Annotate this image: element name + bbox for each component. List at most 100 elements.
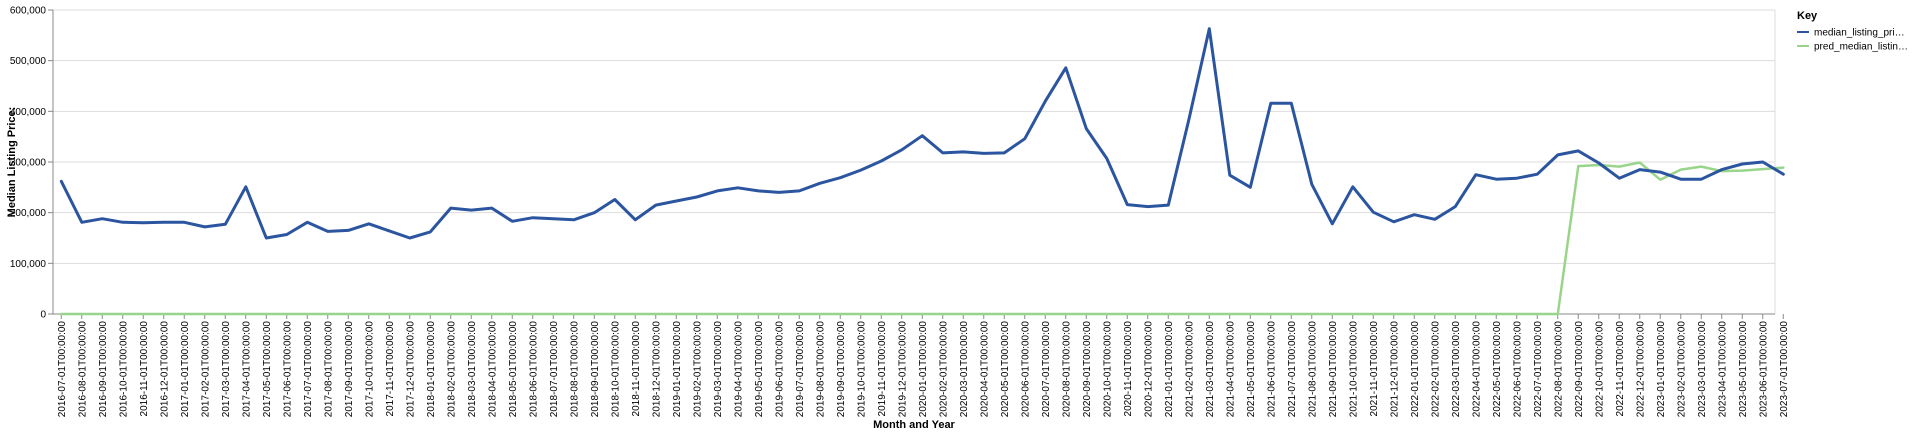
x-tick-label: 2017-08-01T00:00:00 [323, 321, 334, 418]
x-tick-label: 2019-09-01T00:00:00 [836, 321, 847, 418]
x-tick-label: 2021-11-01T00:00:00 [1369, 321, 1380, 417]
x-tick-label: 2016-10-01T00:00:00 [118, 321, 129, 418]
x-tick-label: 2018-06-01T00:00:00 [528, 321, 539, 418]
series-line-pred [60, 161, 1785, 316]
y-axis: 0 100,000 200,000 300,000 400,000 500,000 600,… [10, 6, 54, 321]
x-tick-label: 2019-08-01T00:00:00 [815, 321, 826, 418]
x-tick-label: 2020-02-01T00:00:00 [938, 321, 949, 418]
x-tick-label: 2022-03-01T00:00:00 [1451, 321, 1462, 418]
x-tick-label: 2022-02-01T00:00:00 [1430, 321, 1441, 418]
x-tick-label: 2017-11-01T00:00:00 [385, 321, 396, 417]
x-tick-label: 2023-03-01T00:00:00 [1697, 321, 1708, 418]
series-line-median [59, 27, 1785, 240]
x-tick-label: 2021-05-01T00:00:00 [1246, 321, 1257, 418]
x-tick-label: 2017-09-01T00:00:00 [344, 321, 355, 418]
x-tick-label: 2016-08-01T00:00:00 [77, 321, 88, 418]
x-tick-label: 2020-03-01T00:00:00 [959, 321, 970, 418]
y-tick-label: 400,000 [10, 107, 47, 118]
x-tick-label: 2018-10-01T00:00:00 [610, 321, 621, 418]
legend-label-median: median_listing_pri… [1814, 28, 1905, 39]
x-tick-label: 2020-07-01T00:00:00 [1041, 321, 1052, 418]
gridlines [53, 9, 1776, 315]
x-axis: 2016-07-01T00:00:00 2016-08-01T00:00:00 20… [53, 313, 1790, 418]
x-tick-label: 2022-10-01T00:00:00 [1594, 321, 1605, 418]
y-tick-label: 200,000 [10, 208, 47, 219]
x-tick-label: 2018-03-01T00:00:00 [467, 321, 478, 418]
x-tick-label: 2019-05-01T00:00:00 [754, 321, 765, 418]
x-tick-label: 2022-08-01T00:00:00 [1553, 321, 1564, 418]
x-tick-label: 2019-10-01T00:00:00 [856, 321, 867, 418]
x-tick-label: 2017-03-01T00:00:00 [221, 321, 232, 418]
y-axis-title: Median Listing Price: [6, 107, 18, 218]
x-tick-label: 2018-08-01T00:00:00 [569, 321, 580, 418]
x-tick-label: 2022-07-01T00:00:00 [1533, 321, 1544, 418]
x-tick-label: 2021-06-01T00:00:00 [1266, 321, 1277, 418]
x-tick-label: 2020-09-01T00:00:00 [1082, 321, 1093, 418]
x-tick-label: 2018-04-01T00:00:00 [487, 321, 498, 418]
x-tick-label: 2022-05-01T00:00:00 [1492, 321, 1503, 418]
x-tick-label: 2022-11-01T00:00:00 [1615, 321, 1626, 417]
x-tick-label: 2017-01-01T00:00:00 [180, 321, 191, 418]
x-tick-label: 2017-12-01T00:00:00 [405, 321, 416, 418]
x-tick-label: 2017-02-01T00:00:00 [200, 321, 211, 418]
x-tick-label: 2018-02-01T00:00:00 [446, 321, 457, 418]
x-tick-label: 2018-11-01T00:00:00 [631, 321, 642, 417]
x-tick-label: 2017-10-01T00:00:00 [364, 321, 375, 418]
x-tick-label: 2020-10-01T00:00:00 [1102, 321, 1113, 418]
x-tick-label: 2017-06-01T00:00:00 [282, 321, 293, 418]
x-tick-label: 2019-02-01T00:00:00 [692, 321, 703, 418]
x-tick-label: 2016-11-01T00:00:00 [139, 321, 150, 417]
x-tick-label: 2022-09-01T00:00:00 [1574, 321, 1585, 418]
x-tick-label: 2022-01-01T00:00:00 [1410, 321, 1421, 418]
y-tick-label: 100,000 [10, 259, 47, 270]
x-tick-label: 2019-03-01T00:00:00 [713, 321, 724, 418]
y-tick-label: 600,000 [10, 6, 47, 17]
x-tick-label: 2021-10-01T00:00:00 [1348, 321, 1359, 418]
series-lines [59, 27, 1785, 316]
x-tick-label: 2021-03-01T00:00:00 [1205, 321, 1216, 418]
x-tick-label: 2023-07-01T00:00:00 [1779, 321, 1790, 418]
x-tick-label: 2022-06-01T00:00:00 [1512, 321, 1523, 418]
legend-label-pred: pred_median_listin… [1814, 42, 1908, 53]
x-tick-label: 2018-07-01T00:00:00 [549, 321, 560, 418]
x-tick-label: 2018-12-01T00:00:00 [651, 321, 662, 418]
x-tick-label: 2021-07-01T00:00:00 [1287, 321, 1298, 418]
x-tick-label: 2021-12-01T00:00:00 [1389, 321, 1400, 418]
x-tick-label: 2023-06-01T00:00:00 [1758, 321, 1769, 418]
x-tick-label: 2017-07-01T00:00:00 [303, 321, 314, 418]
x-tick-label: 2022-12-01T00:00:00 [1635, 321, 1646, 418]
y-tick-label: 500,000 [10, 56, 47, 67]
x-tick-label: 2021-04-01T00:00:00 [1225, 321, 1236, 418]
x-tick-label: 2023-02-01T00:00:00 [1676, 321, 1687, 418]
x-tick-label: 2019-12-01T00:00:00 [897, 321, 908, 418]
x-tick-label: 2021-09-01T00:00:00 [1328, 321, 1339, 418]
x-tick-label: 2020-04-01T00:00:00 [979, 321, 990, 418]
x-tick-label: 2020-01-01T00:00:00 [918, 321, 929, 418]
x-tick-label: 2018-05-01T00:00:00 [508, 321, 519, 418]
x-tick-label: 2019-04-01T00:00:00 [733, 321, 744, 418]
x-tick-label: 2017-04-01T00:00:00 [241, 321, 252, 418]
x-tick-label: 2016-12-01T00:00:00 [159, 321, 170, 418]
x-tick-label: 2021-02-01T00:00:00 [1184, 321, 1195, 418]
x-tick-label: 2017-05-01T00:00:00 [262, 321, 273, 418]
x-tick-label: 2020-06-01T00:00:00 [1020, 321, 1031, 418]
x-tick-label: 2021-01-01T00:00:00 [1164, 321, 1175, 418]
x-tick-label: 2021-08-01T00:00:00 [1307, 321, 1318, 418]
x-tick-label: 2018-01-01T00:00:00 [426, 321, 437, 418]
y-tick-label: 0 [40, 310, 46, 321]
x-tick-label: 2020-08-01T00:00:00 [1061, 321, 1072, 418]
x-tick-label: 2019-11-01T00:00:00 [877, 321, 888, 417]
x-tick-label: 2020-12-01T00:00:00 [1143, 321, 1154, 418]
legend: Key median_listing_pri… pred_median_list… [1797, 10, 1908, 53]
x-tick-label: 2019-06-01T00:00:00 [774, 321, 785, 418]
x-tick-label: 2020-05-01T00:00:00 [1000, 321, 1011, 418]
x-tick-label: 2019-07-01T00:00:00 [795, 321, 806, 418]
x-axis-title: Month and Year [873, 419, 955, 431]
x-tick-label: 2022-04-01T00:00:00 [1471, 321, 1482, 418]
x-tick-label: 2016-07-01T00:00:00 [57, 321, 68, 418]
x-tick-label: 2023-05-01T00:00:00 [1738, 321, 1749, 418]
x-tick-label: 2023-01-01T00:00:00 [1656, 321, 1667, 418]
x-tick-label: 2016-09-01T00:00:00 [98, 321, 109, 418]
x-tick-label: 2023-04-01T00:00:00 [1717, 321, 1728, 418]
